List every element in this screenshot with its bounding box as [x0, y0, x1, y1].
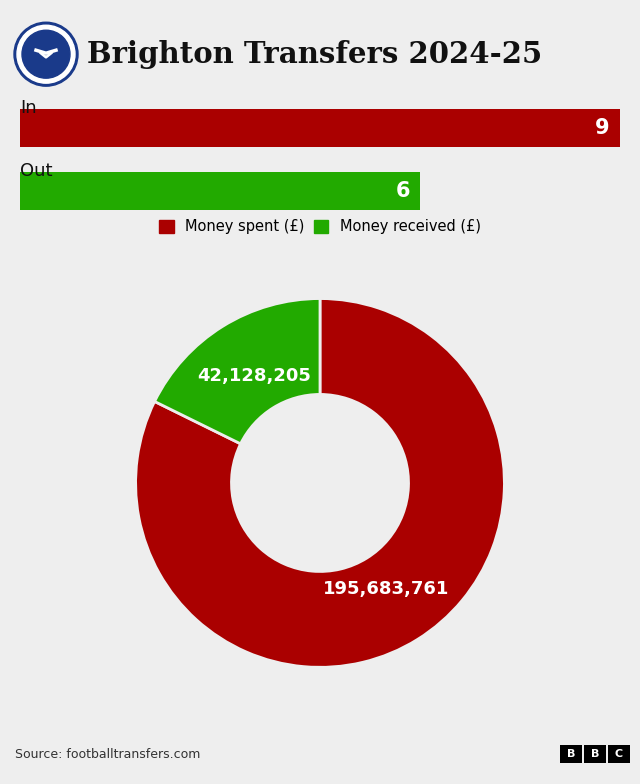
Text: B: B	[591, 750, 599, 759]
Bar	[20, 172, 420, 210]
Text: C: C	[615, 750, 623, 759]
Text: 195,683,761: 195,683,761	[323, 580, 449, 598]
Bar	[560, 746, 582, 763]
Wedge shape	[155, 299, 320, 444]
Text: 42,128,205: 42,128,205	[197, 368, 310, 386]
Text: B: B	[567, 750, 575, 759]
Text: In: In	[20, 99, 36, 117]
Wedge shape	[136, 299, 504, 667]
Circle shape	[22, 31, 70, 78]
Circle shape	[17, 25, 75, 83]
Bar	[608, 746, 630, 763]
Text: 6: 6	[396, 181, 410, 201]
Bar	[584, 746, 606, 763]
Text: Source: footballtransfers.com: Source: footballtransfers.com	[15, 748, 200, 760]
Circle shape	[14, 22, 78, 86]
Text: Brighton Transfers 2024-25: Brighton Transfers 2024-25	[87, 40, 542, 69]
Text: 9: 9	[595, 118, 610, 138]
Text: Out: Out	[20, 162, 52, 180]
Bar	[20, 109, 620, 147]
Legend: Money spent (£), Money received (£): Money spent (£), Money received (£)	[154, 214, 486, 241]
